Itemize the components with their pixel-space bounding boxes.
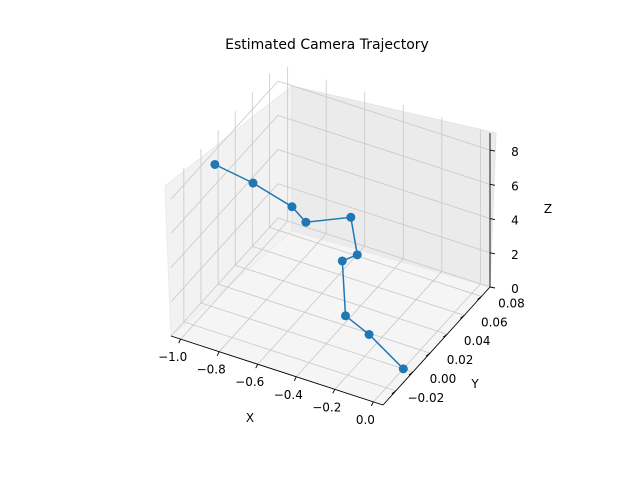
- z-gridline: [170, 80, 279, 200]
- y-gridline: [252, 245, 465, 316]
- z-tick-label: 2: [511, 248, 519, 262]
- y-tick-label: 0.04: [464, 334, 491, 348]
- x-tick-mark: [255, 364, 259, 369]
- trajectory-point: [301, 217, 311, 227]
- trajectory-point: [398, 364, 408, 374]
- z-gridline: [277, 149, 491, 219]
- y-axis-label: Y: [470, 377, 479, 391]
- z-tick-mark: [489, 218, 496, 220]
- trajectory-point: [364, 329, 374, 339]
- y-tick-label: 0.06: [481, 315, 508, 329]
- x-tick-label: −1.0: [158, 350, 187, 364]
- x-gridline: [257, 245, 366, 365]
- y-gridline: [235, 264, 448, 335]
- x-gridline: [295, 258, 404, 378]
- x-tick-mark: [178, 338, 182, 344]
- x-tick-mark: [216, 351, 220, 356]
- x-axis-label: X: [246, 411, 254, 425]
- y-tick-mark: [442, 333, 448, 338]
- x-tick-mark: [293, 376, 297, 381]
- z-gridline: [277, 217, 491, 288]
- z-gridline: [170, 183, 279, 303]
- trajectory-point: [210, 159, 220, 169]
- y-tick-label: 0.00: [430, 372, 457, 386]
- z-tick-mark: [489, 183, 496, 186]
- z-tick-mark: [489, 149, 496, 152]
- y-tick-mark: [477, 296, 482, 300]
- y-tick-label: −0.02: [407, 391, 444, 405]
- y-tick-label: 0.08: [498, 296, 525, 310]
- x-tick-label: −0.8: [197, 363, 226, 377]
- y-axis-line: [382, 286, 491, 406]
- trajectory-line: [214, 163, 404, 370]
- z-tick-label: 6: [511, 179, 519, 193]
- z-tick-label: 4: [511, 214, 519, 228]
- z-gridline: [277, 183, 491, 254]
- y-tick-mark: [408, 371, 414, 376]
- y-tick-mark: [425, 352, 431, 357]
- y-gridline: [269, 227, 482, 297]
- z-gridline: [170, 149, 279, 268]
- y-tick-mark: [460, 314, 465, 319]
- trajectory-point: [352, 250, 362, 260]
- axes-lines: [170, 133, 496, 407]
- z-gridline: [277, 80, 491, 151]
- trajectory-point: [248, 178, 258, 188]
- tick-labels: −1.0 −0.8 −0.6 −0.4 −0.2 0.0 −0.02 0.00 0.02 0.04…: [158, 145, 525, 427]
- x-gridline: [373, 283, 481, 403]
- y-tick-label: 0.02: [447, 353, 474, 367]
- z-axis-label: Z: [544, 202, 552, 216]
- x-tick-label: −0.4: [274, 388, 303, 402]
- z-tick-mark: [489, 252, 496, 255]
- z-tick-mark: [489, 286, 496, 289]
- z-tick-label: 8: [511, 145, 519, 159]
- chart-title: Estimated Camera Trajectory: [225, 37, 429, 53]
- x-tick-label: −0.6: [235, 375, 264, 389]
- trajectory-point: [337, 256, 347, 266]
- trajectory-point: [287, 202, 297, 212]
- trajectory-series: [210, 159, 408, 374]
- z-gridline: [277, 114, 491, 185]
- z-gridline: [170, 115, 279, 234]
- z-tick-label: 0: [511, 282, 519, 296]
- x-tick-mark: [332, 389, 336, 394]
- y-tick-mark: [391, 390, 397, 395]
- x-tick-label: −0.2: [312, 400, 341, 414]
- trajectory-point: [341, 311, 351, 321]
- x-gridline: [218, 233, 327, 352]
- x-axis-line: [170, 335, 384, 406]
- y-gridline: [217, 283, 431, 354]
- y-gridline: [183, 321, 396, 392]
- y-gridline: [200, 302, 414, 373]
- z-gridline: [170, 217, 279, 337]
- x-tick-label: 0.0: [356, 413, 375, 427]
- grid-lines: [170, 67, 491, 403]
- x-gridline: [180, 220, 288, 340]
- trajectory-point: [346, 212, 356, 222]
- x-tick-mark: [370, 401, 374, 407]
- x-gridline: [334, 271, 443, 390]
